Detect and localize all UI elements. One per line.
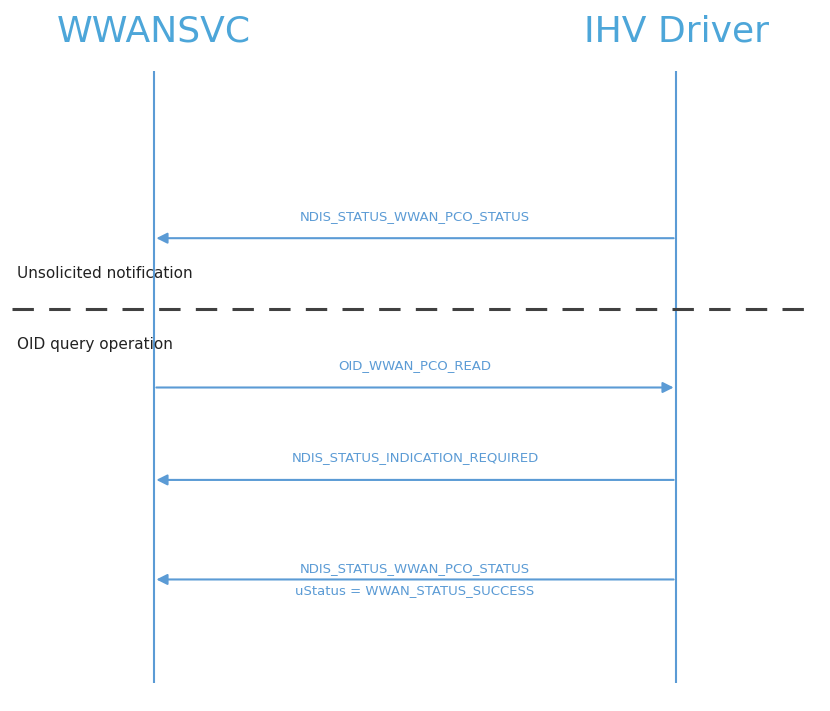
Text: WWANSVC: WWANSVC xyxy=(56,15,251,49)
Text: IHV Driver: IHV Driver xyxy=(584,15,769,49)
Text: NDIS_STATUS_INDICATION_REQUIRED: NDIS_STATUS_INDICATION_REQUIRED xyxy=(291,451,539,464)
Text: OID query operation: OID query operation xyxy=(17,337,173,353)
Text: NDIS_STATUS_WWAN_PCO_STATUS: NDIS_STATUS_WWAN_PCO_STATUS xyxy=(300,562,530,574)
Text: Unsolicited notification: Unsolicited notification xyxy=(17,266,193,282)
Text: uStatus = WWAN_STATUS_SUCCESS: uStatus = WWAN_STATUS_SUCCESS xyxy=(295,584,535,597)
Text: OID_WWAN_PCO_READ: OID_WWAN_PCO_READ xyxy=(339,359,491,372)
Text: NDIS_STATUS_WWAN_PCO_STATUS: NDIS_STATUS_WWAN_PCO_STATUS xyxy=(300,210,530,223)
